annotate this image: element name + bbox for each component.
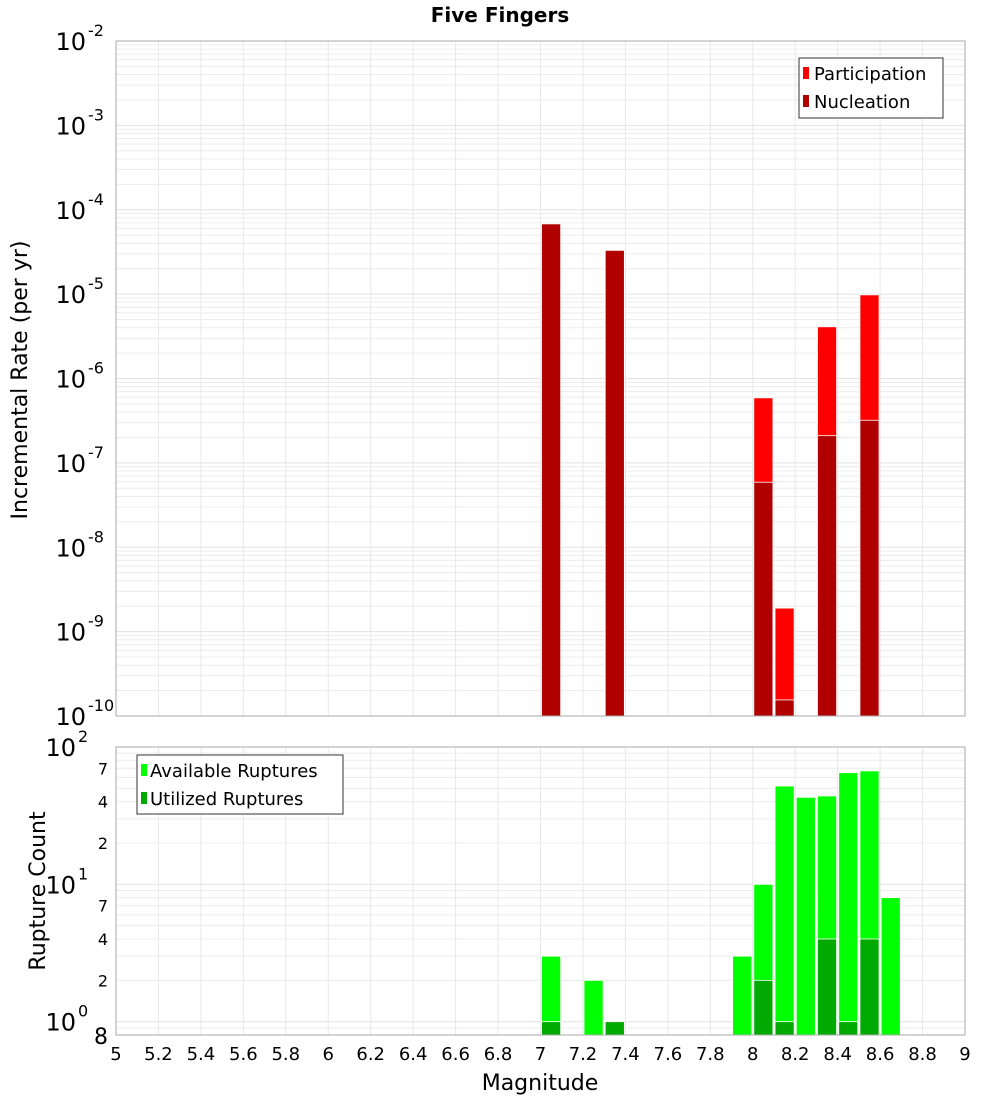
top-y-tick-label: 10 <box>55 619 86 647</box>
x-tick-label: 7.8 <box>696 1044 725 1065</box>
bottom-bar-available-ruptures <box>774 785 795 1036</box>
x-tick-label: 6.4 <box>399 1044 428 1065</box>
bottom-y-axis-label: Rupture Count <box>26 811 51 971</box>
bottom-y-tick-minor-label: 8 <box>94 1025 108 1050</box>
top-y-tick-label: 10 <box>55 534 86 562</box>
top-y-tick-exponent: -5 <box>88 274 104 293</box>
bottom-plot-border <box>115 746 966 1036</box>
top-y-tick-label: 10 <box>55 450 86 478</box>
x-tick-label: 6.6 <box>441 1044 470 1065</box>
bottom-bar-available-ruptures <box>795 796 816 1036</box>
x-tick-label: 8.8 <box>908 1044 937 1065</box>
bottom-y-tick-minor-label: 4 <box>98 930 108 949</box>
bottom-bar-utilized-ruptures <box>859 938 880 1036</box>
top-bar-nucleation <box>541 223 562 717</box>
top-y-tick-exponent: -4 <box>88 190 104 209</box>
legend-label-available: Available Ruptures <box>150 761 318 782</box>
bottom-y-tick-minor-label: 4 <box>98 793 108 812</box>
top-plot-border <box>115 40 966 717</box>
x-tick-label: 5.6 <box>229 1044 258 1065</box>
bottom-bar-utilized-ruptures <box>817 938 837 1036</box>
top-y-tick-exponent: -2 <box>88 21 104 40</box>
bottom-bar-utilized-ruptures <box>774 1021 795 1036</box>
x-tick-label: 6.8 <box>484 1044 513 1065</box>
legend-swatch-participation <box>803 67 809 79</box>
bottom-bar-available-ruptures <box>732 955 753 1036</box>
bottom-bar-available-ruptures <box>880 897 901 1036</box>
bottom-bar-utilized-ruptures <box>541 1021 562 1036</box>
x-tick-label: 8 <box>747 1044 758 1065</box>
bottom-bar-available-ruptures <box>838 772 859 1036</box>
top-y-tick-exponent: -9 <box>88 612 104 631</box>
top-bar-nucleation <box>604 249 625 717</box>
legend-bottom: Available Ruptures Utilized Ruptures <box>136 754 344 815</box>
x-tick-label: 8.4 <box>823 1044 852 1065</box>
x-axis-label: Magnitude <box>482 1071 599 1096</box>
bottom-bar-utilized-ruptures <box>838 1021 859 1036</box>
bottom-y-tick-minor-label: 7 <box>98 759 108 778</box>
top-bar-nucleation <box>774 699 795 717</box>
x-tick-label: 5.8 <box>271 1044 300 1065</box>
legend-swatch-available <box>141 764 147 776</box>
top-y-tick-exponent: -6 <box>88 359 104 378</box>
legend-swatch-nucleation <box>803 95 809 107</box>
bottom-y-tick-label: 10 <box>45 871 76 899</box>
x-tick-label: 8.6 <box>866 1044 895 1065</box>
x-tick-label: 7 <box>535 1044 546 1065</box>
chart-title: Five Fingers <box>431 3 570 27</box>
legend-label-participation: Participation <box>814 64 926 85</box>
legend-swatch-utilized <box>141 792 147 804</box>
x-tick-label: 7.6 <box>654 1044 683 1065</box>
bottom-y-tick-exponent: 0 <box>78 1002 88 1021</box>
bottom-y-tick-minor-label: 2 <box>98 834 108 853</box>
legend-top: Participation Nucleation <box>798 57 944 119</box>
x-tick-label: 6.2 <box>356 1044 385 1065</box>
top-y-tick-exponent: -3 <box>88 105 104 124</box>
x-tick-label: 9 <box>959 1044 970 1065</box>
top-y-tick-label: 10 <box>55 281 86 309</box>
bottom-y-tick-minor-label: 2 <box>98 971 108 990</box>
top-y-tick-exponent: -7 <box>88 443 104 462</box>
top-bar-nucleation <box>859 419 880 717</box>
bottom-y-tick-label: 10 <box>45 1009 76 1037</box>
top-y-tick-exponent: -8 <box>88 527 104 546</box>
bottom-bar-available-ruptures <box>583 979 604 1036</box>
top-y-tick-label: 10 <box>55 28 86 56</box>
top-y-tick-label: 10 <box>55 366 86 394</box>
top-y-tick-exponent: -10 <box>88 696 114 715</box>
bottom-bar-utilized-ruptures <box>753 979 774 1036</box>
top-y-axis-label: Incremental Rate (per yr) <box>8 241 33 520</box>
bottom-y-tick-minor-label: 7 <box>98 897 108 916</box>
top-bar-nucleation <box>753 481 774 717</box>
top-bar-nucleation <box>817 435 837 717</box>
legend-label-utilized: Utilized Ruptures <box>150 789 303 810</box>
x-tick-label: 7.4 <box>611 1044 640 1065</box>
bottom-y-tick-exponent: 2 <box>78 727 88 746</box>
legend-label-nucleation: Nucleation <box>814 92 910 113</box>
top-y-tick-label: 10 <box>55 703 86 731</box>
x-tick-label: 7.2 <box>569 1044 598 1065</box>
x-tick-label: 5.4 <box>187 1044 216 1065</box>
x-tick-label: 5 <box>110 1044 121 1065</box>
bottom-bar-utilized-ruptures <box>604 1021 625 1036</box>
x-tick-label: 6 <box>323 1044 334 1065</box>
bottom-y-tick-exponent: 1 <box>78 864 88 883</box>
x-tick-label: 8.2 <box>781 1044 810 1065</box>
x-tick-label: 5.2 <box>144 1044 173 1065</box>
top-y-tick-label: 10 <box>55 197 86 225</box>
bottom-y-tick-label: 10 <box>45 734 76 762</box>
top-y-tick-label: 10 <box>55 112 86 140</box>
